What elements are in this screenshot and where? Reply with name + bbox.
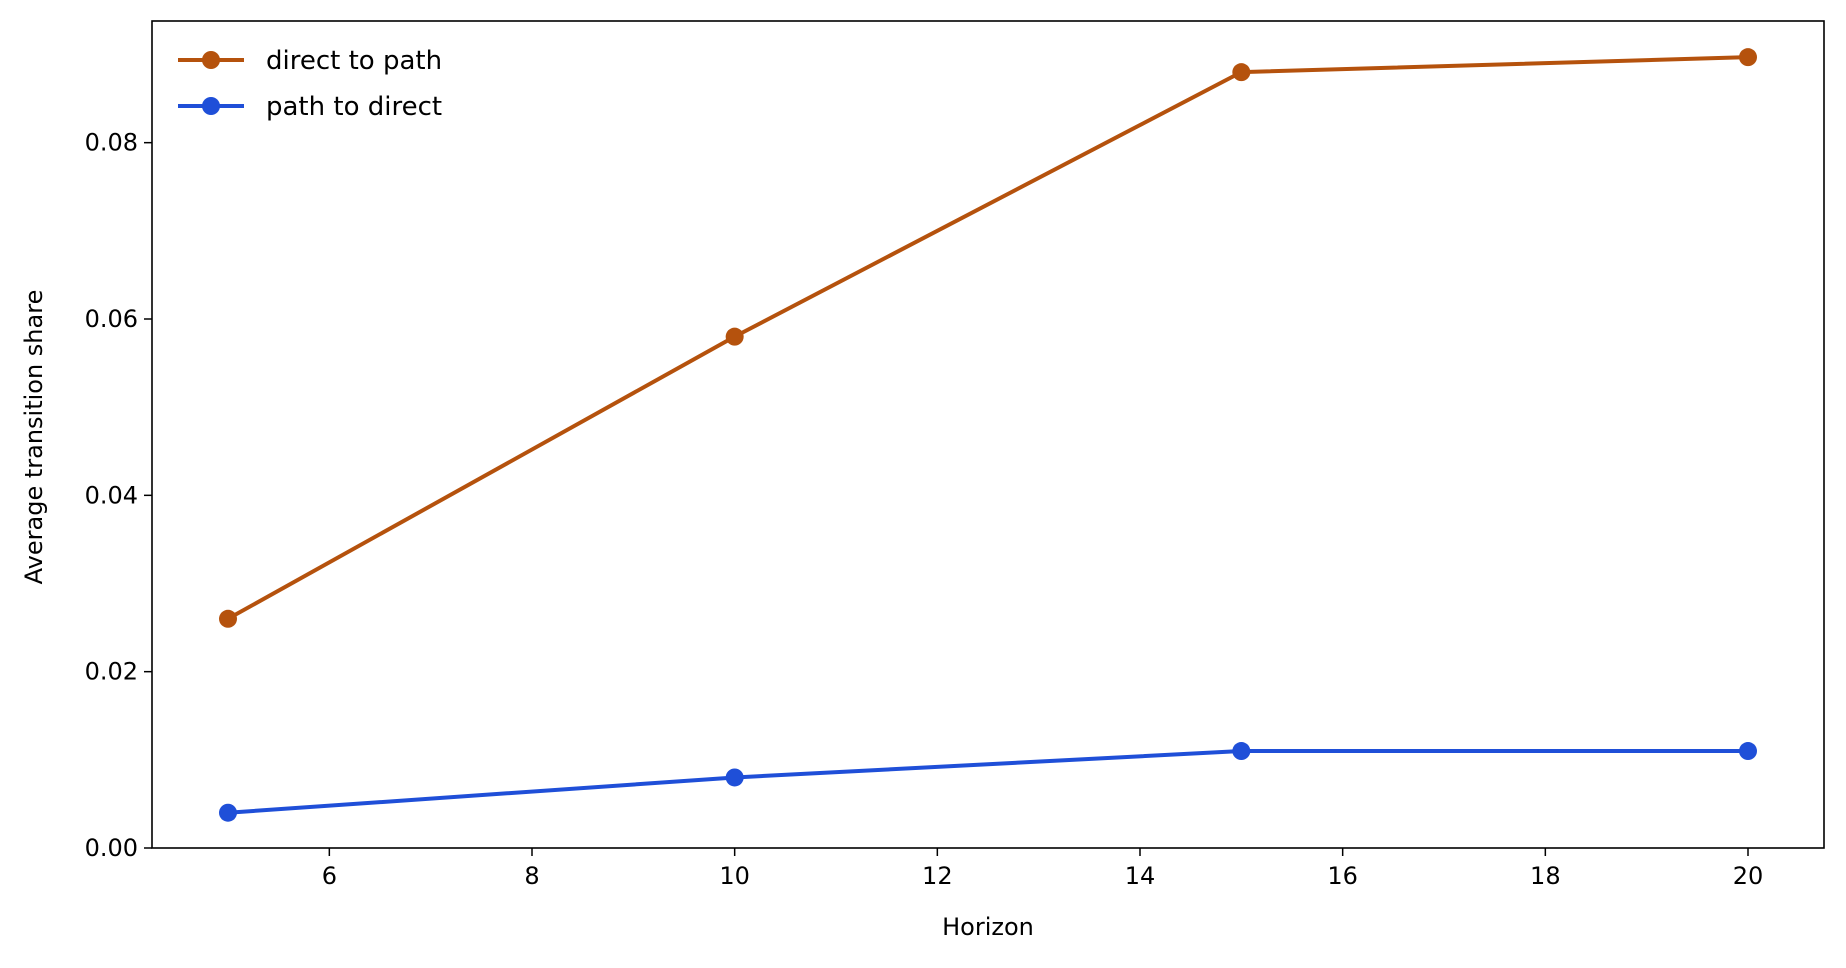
y-tick-label: 0.08 (85, 129, 138, 157)
series-line-path-to-direct (227, 749, 1748, 815)
y-tick-label: 0.02 (85, 658, 138, 686)
data-point-direct-to-path (219, 609, 237, 628)
data-point-direct-to-path (1739, 48, 1757, 67)
x-tick-label: 20 (1733, 862, 1764, 890)
x-tick-label: 6 (322, 862, 337, 890)
legend-label-direct-to-path: direct to path (266, 46, 442, 76)
x-tick-label: 16 (1327, 862, 1358, 890)
x-tick-label: 10 (719, 862, 750, 890)
data-point-direct-to-path (725, 327, 744, 346)
legend-item-path-to-direct: path to direct (178, 92, 442, 122)
x-tick-label: 8 (524, 862, 539, 890)
data-point-path-to-direct (1232, 742, 1251, 761)
x-tick-label: 14 (1125, 862, 1156, 890)
x-axis-label: Horizon (942, 913, 1034, 941)
data-point-path-to-direct (219, 803, 237, 822)
legend-item-direct-to-path: direct to path (178, 46, 442, 76)
y-tick-label: 0.06 (85, 305, 138, 333)
legend: direct to path path to direct (178, 46, 442, 122)
data-point-path-to-direct (1739, 742, 1757, 761)
y-tick-label: 0.00 (85, 834, 138, 862)
y-tick-label: 0.04 (85, 481, 138, 509)
legend-marker-path-to-direct (202, 97, 220, 115)
legend-marker-direct-to-path (202, 51, 220, 69)
data-point-path-to-direct (725, 768, 744, 787)
legend-label-path-to-direct: path to direct (266, 92, 442, 122)
data-point-direct-to-path (1232, 63, 1251, 82)
series-line-direct-to-path (227, 55, 1749, 621)
x-tick-label: 12 (922, 862, 953, 890)
x-tick-label: 18 (1530, 862, 1561, 890)
plot-frame (151, 20, 1825, 849)
y-axis-label: Average transition share (20, 290, 48, 585)
